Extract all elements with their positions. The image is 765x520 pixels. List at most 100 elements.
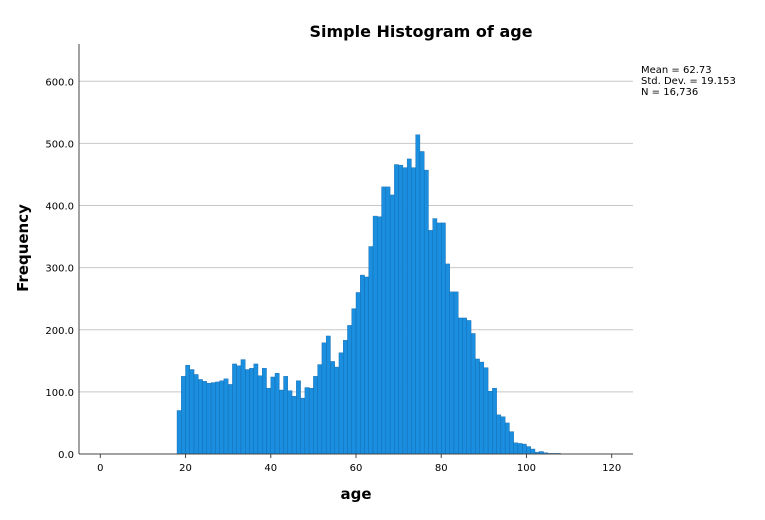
histogram-bar: [308, 387, 314, 455]
histogram-bar: [368, 246, 374, 455]
histogram-bar: [470, 333, 476, 455]
x-tick-label: 120: [602, 463, 621, 474]
histogram-bar: [236, 365, 242, 455]
y-tick-label: 600.0: [45, 77, 74, 88]
histogram-bar: [419, 151, 425, 455]
histogram-bar: [513, 442, 519, 455]
histogram-bar: [415, 134, 421, 455]
y-tick-label: 500.0: [45, 139, 74, 150]
histogram-bar: [406, 158, 412, 455]
histogram-bar: [372, 215, 378, 455]
stat-n: N = 16,736: [641, 87, 698, 98]
y-tick-label: 100.0: [45, 388, 74, 399]
histogram-bar: [441, 222, 446, 455]
histogram-bar: [262, 368, 267, 455]
histogram-bar: [296, 380, 301, 455]
histogram-bar: [402, 167, 408, 455]
histogram-bar: [351, 308, 357, 455]
histogram-bar: [287, 390, 293, 455]
histogram-bar: [466, 320, 472, 455]
histogram-bar: [504, 422, 510, 455]
histogram-bar: [449, 291, 455, 455]
histogram-bar: [215, 381, 220, 455]
histogram-bar: [257, 375, 263, 455]
histogram-bar: [325, 335, 331, 455]
histogram-bar: [355, 292, 361, 455]
histogram-bar: [300, 397, 306, 455]
y-axis-label: Frequency: [14, 204, 32, 292]
histogram-bar: [291, 396, 297, 455]
histogram-bar: [343, 340, 348, 455]
histogram-bar: [338, 352, 344, 455]
histogram-bar: [517, 443, 523, 455]
stats-box: Mean = 62.73 Std. Dev. = 19.153 N = 16,7…: [641, 65, 736, 98]
histogram-bar: [360, 274, 365, 455]
histogram-bar: [227, 384, 233, 455]
histogram-bar: [530, 448, 536, 455]
histogram-bar: [185, 364, 191, 455]
histogram-bar: [240, 359, 246, 455]
histogram-bar: [253, 363, 259, 455]
x-axis-label: age: [340, 485, 371, 503]
histogram-bar: [398, 164, 404, 455]
histogram-bar: [334, 366, 340, 455]
y-tick-label: 300.0: [45, 264, 74, 275]
histogram-bar: [445, 263, 450, 455]
histogram-bar: [462, 317, 467, 455]
histogram-bar: [244, 369, 250, 455]
y-tick-label: 400.0: [45, 202, 74, 213]
histogram-bar: [176, 410, 182, 455]
histogram-bar: [266, 387, 271, 455]
histogram-bar: [304, 387, 310, 455]
x-tick-label: 40: [264, 463, 277, 474]
histogram-bar: [249, 368, 254, 455]
histogram-bar: [522, 443, 527, 455]
histogram-bar: [432, 218, 438, 455]
histogram-bar: [193, 374, 199, 455]
histogram-bar: [453, 291, 459, 455]
histogram-bar: [458, 317, 463, 455]
histogram-bar: [202, 381, 208, 455]
histogram-bar: [347, 325, 352, 455]
histogram-bar: [475, 358, 480, 455]
stat-mean: Mean = 62.73: [641, 65, 712, 76]
histogram-bar: [385, 186, 391, 455]
histogram-bar: [428, 230, 433, 455]
y-tick-label: 0.0: [58, 450, 74, 461]
histogram-bar: [381, 186, 387, 455]
histogram-bar: [483, 367, 489, 455]
x-tick-label: 0: [97, 463, 103, 474]
histogram-bar: [411, 167, 416, 455]
histogram-bars: [176, 134, 561, 455]
x-tick-label: 100: [517, 463, 536, 474]
histogram-bar: [526, 446, 531, 455]
histogram-bar: [232, 363, 237, 455]
x-tick-label: 60: [350, 463, 363, 474]
histogram-bar: [436, 222, 442, 455]
histogram-bar: [479, 361, 485, 455]
y-tick-label: 200.0: [45, 326, 74, 337]
histogram-bar: [210, 382, 216, 455]
histogram-bar: [364, 276, 369, 455]
histogram-bar: [181, 376, 186, 455]
stat-std-dev: Std. Dev. = 19.153: [641, 76, 736, 87]
histogram-bar: [509, 431, 514, 455]
histogram-bar: [283, 376, 289, 455]
x-tick-labels: 0 20 40 60 80 100 120: [97, 454, 621, 474]
gridlines: [79, 80, 633, 393]
histogram-bar: [330, 361, 335, 455]
histogram-bar: [219, 380, 225, 455]
y-tick-labels: 0.0 100.0 200.0 300.0 400.0 500.0 600.0: [45, 77, 74, 461]
histogram-bar: [492, 387, 497, 455]
histogram-bar: [321, 342, 327, 455]
histogram-bar: [496, 414, 502, 455]
histogram-bar: [487, 391, 493, 455]
x-tick-label: 80: [435, 463, 448, 474]
chart-title: Simple Histogram of age: [309, 22, 532, 41]
histogram-bar: [377, 216, 382, 455]
x-tick-label: 20: [179, 463, 192, 474]
histogram-bar: [189, 369, 195, 455]
histogram-bar: [394, 164, 399, 455]
histogram-bar: [389, 194, 395, 455]
